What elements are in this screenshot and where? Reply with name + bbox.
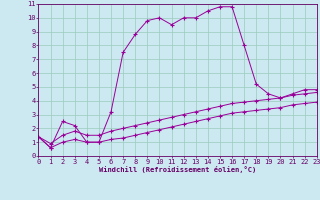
X-axis label: Windchill (Refroidissement éolien,°C): Windchill (Refroidissement éolien,°C) <box>99 166 256 173</box>
